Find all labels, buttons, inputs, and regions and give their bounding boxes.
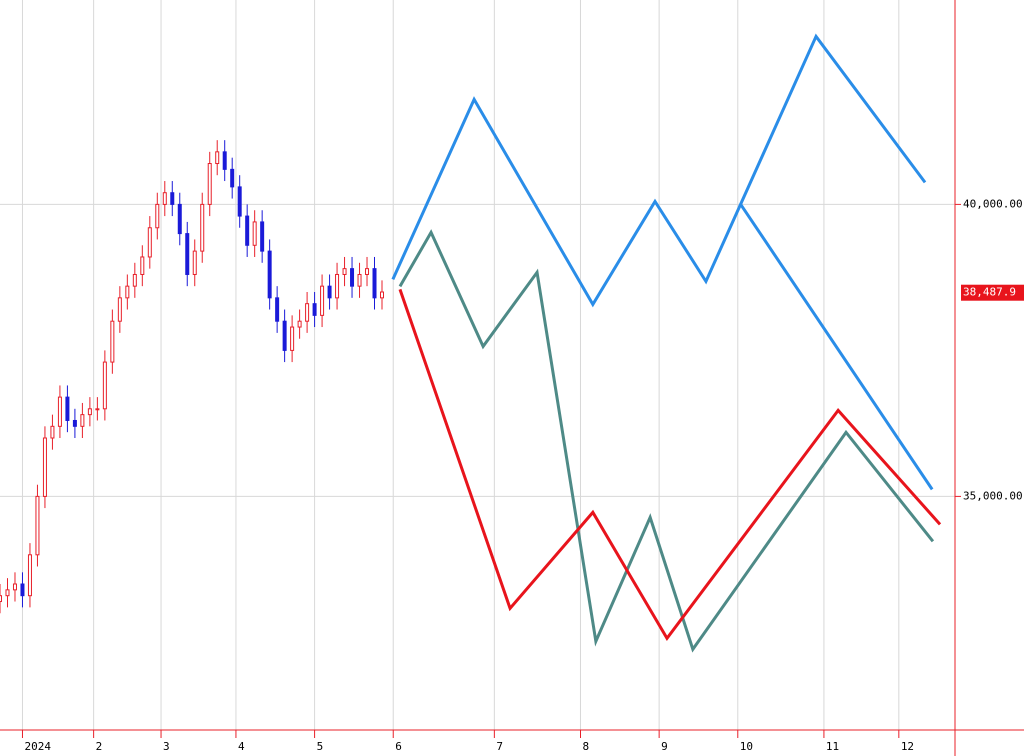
candle-body — [207, 163, 212, 205]
candle-body — [305, 303, 310, 322]
candle-body — [357, 273, 362, 287]
candle-body — [117, 297, 122, 322]
x-tick-label: 3 — [163, 740, 170, 753]
candle-body — [102, 361, 107, 410]
x-tick-label: 4 — [238, 740, 245, 753]
candle-body — [132, 273, 137, 287]
candle-body — [290, 326, 295, 351]
candle-body — [245, 215, 250, 246]
candle-body — [0, 595, 2, 603]
candle-body — [335, 273, 340, 299]
x-tick-label: 6 — [395, 740, 402, 753]
candle-body — [95, 408, 100, 411]
candle-body — [372, 268, 377, 299]
candle-body — [342, 268, 347, 275]
candle-body — [215, 151, 220, 165]
candle-body — [5, 589, 10, 597]
projection-line — [398, 229, 935, 653]
candle-body — [185, 233, 190, 275]
x-tick-label: 12 — [901, 740, 914, 753]
candle-body — [57, 396, 62, 427]
candle-body — [320, 285, 325, 316]
projection-line — [391, 33, 927, 308]
candle-body — [72, 419, 77, 427]
candle-body — [230, 168, 235, 188]
candle-body — [275, 297, 280, 322]
candle-body — [252, 221, 257, 246]
candle-body — [27, 554, 32, 597]
x-tick-label: 10 — [740, 740, 753, 753]
x-tick-label: 8 — [582, 740, 589, 753]
candle-body — [35, 495, 40, 556]
candle-body — [42, 437, 47, 497]
candle-body — [80, 414, 85, 427]
candle-body — [177, 203, 182, 235]
candle-body — [20, 583, 25, 597]
candle-body — [260, 221, 265, 252]
candle-body — [140, 256, 145, 275]
x-tick-label: 9 — [661, 740, 668, 753]
x-tick-label: 7 — [496, 740, 503, 753]
projection-line — [398, 288, 942, 642]
candle-body — [125, 285, 130, 299]
candle-body — [222, 151, 227, 170]
candle-body — [50, 425, 55, 439]
candle-body — [237, 186, 242, 217]
candle-body — [12, 583, 17, 591]
candle-body — [200, 203, 205, 252]
candle-body — [267, 250, 272, 299]
y-tick-label: 40,000.00 — [963, 197, 1023, 210]
candle-body — [297, 320, 302, 328]
last-price-box — [961, 284, 1024, 301]
candle-body — [147, 227, 152, 258]
candle-body — [365, 268, 370, 275]
x-tick-label: 2 — [96, 740, 103, 753]
candle-body — [162, 192, 167, 205]
x-tick-label: 11 — [826, 740, 839, 753]
x-tick-label: 2024 — [24, 740, 51, 753]
candle-body — [282, 320, 287, 351]
candle-body — [312, 303, 317, 316]
candle-body — [155, 203, 160, 229]
last-price-label: 38,487.9 — [963, 286, 1016, 299]
candle-body — [87, 408, 92, 416]
y-tick-label: 35,000.00 — [963, 489, 1023, 502]
candle-body — [170, 192, 175, 205]
x-tick-label: 5 — [317, 740, 324, 753]
candle-body — [192, 250, 197, 275]
candle-body — [380, 291, 384, 299]
projection-line — [738, 202, 934, 491]
candle-body — [327, 285, 332, 299]
candle-body — [350, 268, 355, 287]
candle-body — [65, 396, 70, 421]
candle-body — [110, 320, 115, 363]
